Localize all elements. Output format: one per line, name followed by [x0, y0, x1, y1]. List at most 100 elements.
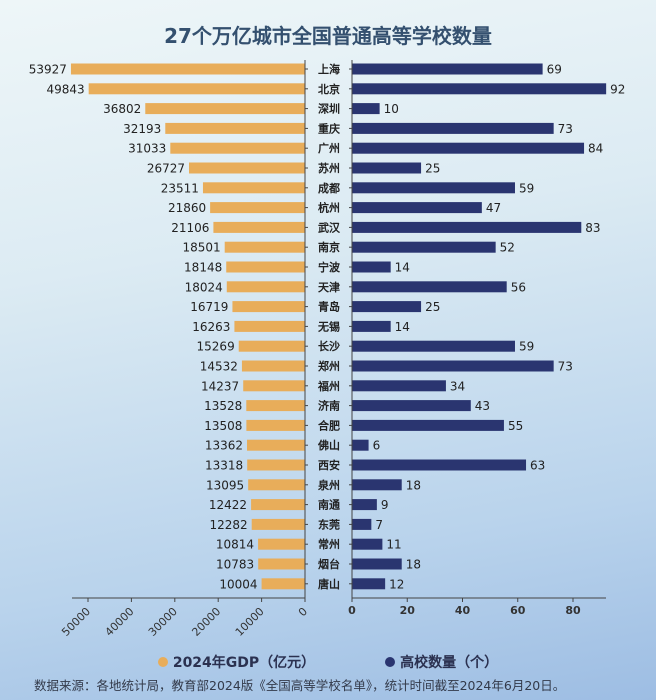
gdp-bar — [210, 202, 305, 214]
gdp-value-label: 13362 — [205, 439, 243, 453]
colleges-bar — [352, 538, 383, 550]
colleges-bar — [352, 499, 377, 511]
city-label: 苏州 — [318, 161, 340, 175]
gdp-value-label: 12422 — [209, 498, 247, 512]
gdp-bar — [243, 380, 305, 392]
colleges-bar — [352, 558, 402, 570]
gdp-value-label: 23511 — [161, 181, 199, 195]
gdp-value-label: 26727 — [147, 162, 185, 176]
gdp-bar — [258, 538, 305, 550]
colleges-bar — [352, 380, 446, 392]
gdp-bar — [234, 320, 305, 332]
colleges-bar — [352, 182, 515, 194]
colleges-x-tick-label: 80 — [565, 604, 581, 617]
gdp-value-label: 18148 — [184, 261, 222, 275]
gdp-bar — [246, 419, 305, 431]
gdp-bar — [248, 479, 305, 491]
city-label: 上海 — [318, 62, 340, 76]
city-label: 无锡 — [317, 319, 340, 333]
gdp-x-tick-label: 50000 — [59, 605, 93, 639]
colleges-bar — [352, 479, 402, 491]
gdp-value-label: 13528 — [204, 399, 242, 413]
gdp-bar — [88, 83, 305, 95]
gdp-x-tick-label: 0 — [296, 605, 310, 619]
gdp-value-label: 13508 — [204, 419, 242, 433]
gdp-bar — [258, 558, 305, 570]
colleges-value-label: 83 — [585, 221, 600, 235]
colleges-value-label: 56 — [511, 280, 526, 294]
colleges-value-label: 14 — [395, 261, 410, 275]
gdp-x-tick-label: 20000 — [189, 605, 223, 639]
city-label: 重庆 — [318, 121, 340, 135]
gdp-bar — [189, 162, 305, 174]
gdp-bar — [170, 142, 305, 154]
gdp-bar — [251, 518, 305, 530]
gdp-value-label: 14237 — [201, 379, 239, 393]
city-label: 深圳 — [318, 102, 340, 116]
city-label: 武汉 — [318, 220, 341, 234]
gdp-bar — [145, 103, 305, 115]
gdp-x-tick-label: 10000 — [233, 605, 267, 639]
colleges-x-tick-label: 40 — [455, 604, 471, 617]
chart-title: 27个万亿城市全国普通高等学校数量 — [164, 24, 492, 48]
colleges-bar — [352, 360, 554, 372]
colleges-bar — [352, 221, 582, 233]
city-label: 宁波 — [318, 260, 341, 274]
colleges-bar — [352, 439, 369, 451]
colleges-value-label: 73 — [558, 122, 573, 136]
colleges-value-label: 34 — [450, 379, 465, 393]
city-label: 烟台 — [318, 557, 340, 571]
colleges-bar — [352, 162, 422, 174]
gdp-value-label: 36802 — [103, 102, 141, 116]
colleges-bar — [352, 63, 543, 75]
colleges-x-tick-label: 60 — [510, 604, 526, 617]
colleges-value-label: 7 — [375, 518, 383, 532]
colleges-value-label: 14 — [395, 320, 410, 334]
gdp-dot-icon — [157, 657, 168, 667]
colleges-dot-icon — [385, 657, 396, 667]
gdp-value-label: 18501 — [183, 241, 221, 255]
colleges-bar — [352, 142, 585, 154]
city-label: 西安 — [318, 458, 340, 472]
colleges-value-label: 63 — [530, 459, 545, 473]
colleges-value-label: 59 — [519, 181, 534, 195]
legend-label-colleges: 高校数量（个） — [400, 655, 499, 671]
colleges-x-tick-label: 0 — [348, 604, 356, 617]
colleges-bar — [352, 241, 496, 253]
city-label: 南通 — [318, 498, 340, 512]
colleges-value-label: 69 — [547, 63, 562, 77]
gdp-bar — [247, 459, 305, 471]
city-label: 长沙 — [318, 339, 340, 353]
gdp-value-label: 18024 — [185, 280, 223, 294]
city-label: 天津 — [318, 280, 340, 294]
city-label: 唐山 — [318, 577, 340, 591]
colleges-bar — [352, 320, 391, 332]
gdp-bar — [238, 340, 305, 352]
colleges-bar — [352, 261, 391, 273]
colleges-value-label: 59 — [519, 340, 534, 354]
gdp-bar — [226, 281, 305, 293]
legend-item-gdp: 2024年GDP（亿元） — [157, 652, 315, 672]
colleges-value-label: 9 — [381, 498, 389, 512]
gdp-x-tick-label: 40000 — [103, 605, 137, 639]
gdp-value-label: 53927 — [29, 63, 67, 77]
gdp-x-tick-label: 30000 — [146, 605, 180, 639]
colleges-x-tick-label: 20 — [400, 604, 416, 617]
colleges-value-label: 84 — [588, 142, 603, 156]
legend-item-colleges: 高校数量（个） — [385, 652, 498, 672]
city-label: 广州 — [318, 141, 340, 155]
city-label: 济南 — [318, 399, 340, 413]
city-label: 北京 — [318, 82, 340, 96]
gdp-value-label: 10814 — [216, 538, 254, 552]
gdp-bar — [213, 221, 305, 233]
colleges-bar — [352, 518, 372, 530]
gdp-value-label: 16719 — [190, 300, 228, 314]
gdp-value-label: 15269 — [197, 340, 235, 354]
colleges-value-label: 73 — [558, 360, 573, 374]
colleges-value-label: 25 — [425, 300, 440, 314]
colleges-value-label: 43 — [475, 399, 490, 413]
city-label: 青岛 — [318, 300, 340, 314]
colleges-bar — [352, 459, 527, 471]
gdp-bar — [246, 400, 305, 412]
